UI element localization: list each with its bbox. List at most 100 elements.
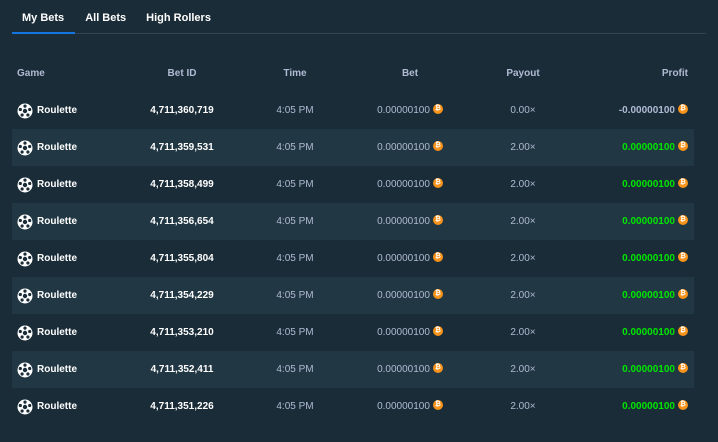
table-row[interactable]: Roulette 4,711,355,804 4:05 PM 0.0000010… xyxy=(12,240,694,277)
game-cell[interactable]: Roulette xyxy=(17,203,77,240)
bet-amount: 0.00000100 ₿ xyxy=(345,129,475,166)
game-name[interactable]: Roulette xyxy=(37,327,77,338)
bet-amount-value: 0.00000100 xyxy=(377,327,430,338)
bitcoin-icon: ₿ xyxy=(678,104,688,115)
payout: 2.00× xyxy=(510,179,536,190)
bets-tabs: My Bets All Bets High Rollers xyxy=(12,0,706,34)
game-cell[interactable]: Roulette xyxy=(17,92,77,129)
roulette-icon xyxy=(17,140,33,155)
bitcoin-icon: ₿ xyxy=(432,178,443,189)
bet-id[interactable]: 4,711,352,411 xyxy=(150,364,214,375)
bet-time: 4:05 PM xyxy=(276,253,314,264)
game-cell[interactable]: Roulette xyxy=(17,129,77,166)
profit: 0.00000100 ₿ xyxy=(622,240,688,277)
profit-value: 0.00000100 xyxy=(622,364,675,375)
game-name[interactable]: Roulette xyxy=(37,253,77,264)
game-name[interactable]: Roulette xyxy=(37,179,77,190)
payout: 0.00× xyxy=(510,105,536,116)
game-cell[interactable]: Roulette xyxy=(17,277,77,314)
payout: 2.00× xyxy=(510,327,536,338)
profit: -0.00000100 ₿ xyxy=(619,92,688,129)
table-row[interactable]: Roulette 4,711,354,229 4:05 PM 0.0000010… xyxy=(12,277,694,314)
bitcoin-icon: ₿ xyxy=(678,289,688,300)
profit: 0.00000100 ₿ xyxy=(622,277,688,314)
profit: 0.00000100 ₿ xyxy=(622,129,688,166)
bet-amount: 0.00000100 ₿ xyxy=(345,240,475,277)
game-cell[interactable]: Roulette xyxy=(17,240,77,277)
table-row[interactable]: Roulette 4,711,358,499 4:05 PM 0.0000010… xyxy=(12,166,694,203)
profit-value: 0.00000100 xyxy=(622,253,675,264)
profit: 0.00000100 ₿ xyxy=(622,388,688,425)
bet-amount-value: 0.00000100 xyxy=(377,216,430,227)
bet-amount-value: 0.00000100 xyxy=(377,290,430,301)
roulette-icon xyxy=(17,362,33,377)
roulette-icon xyxy=(17,325,33,340)
tab-my-bets[interactable]: My Bets xyxy=(12,0,76,34)
roulette-icon xyxy=(17,214,33,229)
bet-amount-value: 0.00000100 xyxy=(377,401,430,412)
bet-time: 4:05 PM xyxy=(276,142,314,153)
bet-time: 4:05 PM xyxy=(276,216,314,227)
bet-amount-value: 0.00000100 xyxy=(377,364,430,375)
bitcoin-icon: ₿ xyxy=(678,326,688,337)
payout: 2.00× xyxy=(510,216,536,227)
game-name[interactable]: Roulette xyxy=(37,364,77,375)
tab-all-bets[interactable]: All Bets xyxy=(85,12,127,24)
profit: 0.00000100 ₿ xyxy=(622,314,688,351)
bet-amount: 0.00000100 ₿ xyxy=(345,314,475,351)
bet-time: 4:05 PM xyxy=(276,290,314,301)
bitcoin-icon: ₿ xyxy=(678,178,688,189)
bitcoin-icon: ₿ xyxy=(432,326,443,337)
payout: 2.00× xyxy=(510,364,536,375)
game-cell[interactable]: Roulette xyxy=(17,351,77,388)
bitcoin-icon: ₿ xyxy=(678,141,688,152)
header-bet-id: Bet ID xyxy=(167,68,197,79)
table-row[interactable]: Roulette 4,711,353,210 4:05 PM 0.0000010… xyxy=(12,314,694,351)
bet-id[interactable]: 4,711,358,499 xyxy=(150,179,214,190)
bet-amount: 0.00000100 ₿ xyxy=(345,92,475,129)
bet-time: 4:05 PM xyxy=(276,364,314,375)
bitcoin-icon: ₿ xyxy=(432,215,443,226)
bet-id[interactable]: 4,711,351,226 xyxy=(150,401,214,412)
header-payout: Payout xyxy=(506,68,540,79)
roulette-icon xyxy=(17,288,33,303)
table-row[interactable]: Roulette 4,711,359,531 4:05 PM 0.0000010… xyxy=(12,129,694,166)
header-game: Game xyxy=(17,68,45,79)
game-name[interactable]: Roulette xyxy=(37,401,77,412)
game-cell[interactable]: Roulette xyxy=(17,166,77,203)
table-row[interactable]: Roulette 4,711,352,411 4:05 PM 0.0000010… xyxy=(12,351,694,388)
bet-amount-value: 0.00000100 xyxy=(377,179,430,190)
bet-id[interactable]: 4,711,355,804 xyxy=(150,253,214,264)
payout: 2.00× xyxy=(510,142,536,153)
game-cell[interactable]: Roulette xyxy=(17,388,77,425)
game-name[interactable]: Roulette xyxy=(37,290,77,301)
bet-id[interactable]: 4,711,360,719 xyxy=(150,105,214,116)
tab-high-rollers[interactable]: High Rollers xyxy=(146,12,211,24)
table-row[interactable]: Roulette 4,711,356,654 4:05 PM 0.0000010… xyxy=(12,203,694,240)
payout: 2.00× xyxy=(510,290,536,301)
bet-id[interactable]: 4,711,356,654 xyxy=(150,216,214,227)
bet-amount: 0.00000100 ₿ xyxy=(345,203,475,240)
header-profit: Profit xyxy=(661,68,688,79)
bet-amount-value: 0.00000100 xyxy=(377,142,430,153)
bet-id[interactable]: 4,711,353,210 xyxy=(150,327,214,338)
bet-amount: 0.00000100 ₿ xyxy=(345,277,475,314)
profit-value: 0.00000100 xyxy=(622,142,675,153)
payout: 2.00× xyxy=(510,253,536,264)
bet-id[interactable]: 4,711,354,229 xyxy=(150,290,214,301)
header-bet: Bet xyxy=(401,68,419,79)
roulette-icon xyxy=(17,251,33,266)
profit: 0.00000100 ₿ xyxy=(622,203,688,240)
profit-value: 0.00000100 xyxy=(622,290,675,301)
table-row[interactable]: Roulette 4,711,351,226 4:05 PM 0.0000010… xyxy=(12,388,694,425)
table-header-row: Game Bet ID Time Bet Payout Profit xyxy=(12,55,694,92)
bitcoin-icon: ₿ xyxy=(678,252,688,263)
bet-time: 4:05 PM xyxy=(276,179,314,190)
game-cell[interactable]: Roulette xyxy=(17,314,77,351)
bet-id[interactable]: 4,711,359,531 xyxy=(150,142,214,153)
profit-value: 0.00000100 xyxy=(622,179,675,190)
game-name[interactable]: Roulette xyxy=(37,142,77,153)
table-row[interactable]: Roulette 4,711,360,719 4:05 PM 0.0000010… xyxy=(12,92,694,129)
game-name[interactable]: Roulette xyxy=(37,216,77,227)
game-name[interactable]: Roulette xyxy=(37,105,77,116)
